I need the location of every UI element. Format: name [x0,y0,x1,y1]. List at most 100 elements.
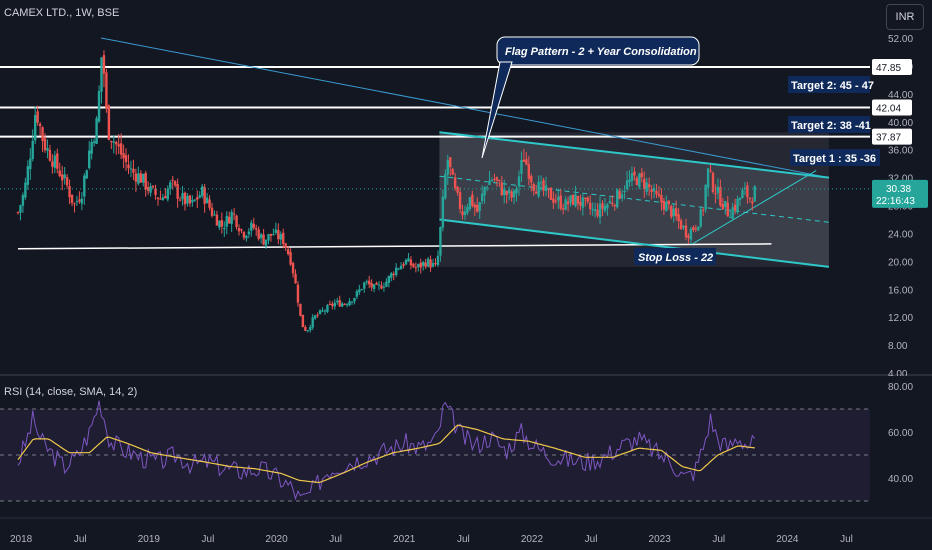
candle-body [252,223,255,228]
candle-body [446,159,449,175]
candle-body [483,187,486,196]
candle-body [117,144,120,147]
candle-body [372,284,376,289]
candle-body [63,174,66,179]
candle-body [466,207,469,213]
candle-body [272,234,275,236]
candle-body [245,235,248,239]
flag-pattern-label: Flag Pattern - 2 + Year Consolidation [505,46,697,58]
candle-body [655,190,658,195]
candle-body [100,57,103,92]
candle-body [660,195,663,203]
candle-body [601,203,604,209]
candle-body [296,284,300,303]
candle-body [453,177,457,189]
candle-body [73,203,76,205]
candle-body [173,181,177,186]
candle-body [552,198,555,203]
candle-body [132,168,135,173]
candle-body [183,192,187,205]
candle-body [88,150,91,169]
candle-body [689,228,693,240]
candle-body [301,314,305,328]
rsi-axis-tick: 80.00 [888,382,913,393]
candle-body [478,202,481,211]
candle-body [564,199,567,210]
candle-body [284,243,287,248]
x-axis-tick: 2020 [265,534,288,545]
candle-body [377,284,381,286]
candle-body [237,228,241,232]
candle-body [559,195,562,209]
resistance-price-tag [872,58,912,75]
candle-body [218,220,221,228]
candle-body [112,141,115,143]
candle-body [697,226,700,231]
candle-body [417,264,420,268]
candle-body [672,208,675,217]
candle-body [90,141,93,154]
candle-body [193,199,197,201]
candle-body [566,201,570,205]
candle-body [149,186,152,193]
candle-body [589,202,592,209]
candle-body [95,118,98,144]
candle-body [709,170,712,172]
candle-body [137,173,140,184]
candle-body [419,262,422,268]
resistance-price-tag [872,128,912,145]
candle-body [38,123,42,127]
candle-body [505,191,508,195]
x-axis-tick: Jul [329,534,342,545]
candle-body [235,215,238,228]
candle-body [458,192,462,209]
candle-body [584,197,587,199]
candle-body [360,289,364,291]
candle-body [223,227,226,229]
candle-body [687,235,690,239]
candle-body [242,232,246,238]
candle-body [593,209,597,211]
candle-body [169,182,172,189]
candle-body [665,201,668,212]
candle-body [591,208,594,211]
candle-body [598,203,602,218]
price-axis-tick: 40.00 [888,118,913,129]
candle-body [684,225,688,238]
candle-body [348,301,351,306]
price-axis-tick: 32.00 [888,174,913,185]
candle-body [463,211,467,216]
channel-shade [439,132,829,267]
candle-body [230,211,233,225]
channel-upper-line [439,131,830,179]
candle-body [542,180,545,191]
candle-body [250,222,253,231]
candle-body [611,202,614,205]
candle-body [618,191,621,199]
candle-body [613,204,616,207]
candle-body [441,196,445,228]
candle-body [92,141,96,143]
candle-body [313,315,317,319]
price-axis-tick: 4.00 [888,369,908,380]
countdown-label: 22:16:43 [876,196,915,207]
candle-body [724,200,727,208]
candle-body [581,197,585,208]
flag-trendline [692,170,817,245]
rsi-pane-bg [0,376,932,511]
candle-body [753,186,756,202]
candle-body [670,205,673,217]
candle-body [142,173,145,183]
x-axis-tick: 2023 [649,534,672,545]
candle-body [228,216,231,224]
candle-body [353,297,356,302]
candle-body [424,262,427,267]
candle-body [397,268,400,270]
x-axis-tick: Jul [585,534,598,545]
candle-body [350,301,354,303]
currency-button[interactable]: INR [886,4,924,30]
candle-body [603,205,607,211]
candle-body [657,193,661,196]
candle-body [115,142,118,145]
candle-body [537,181,540,197]
